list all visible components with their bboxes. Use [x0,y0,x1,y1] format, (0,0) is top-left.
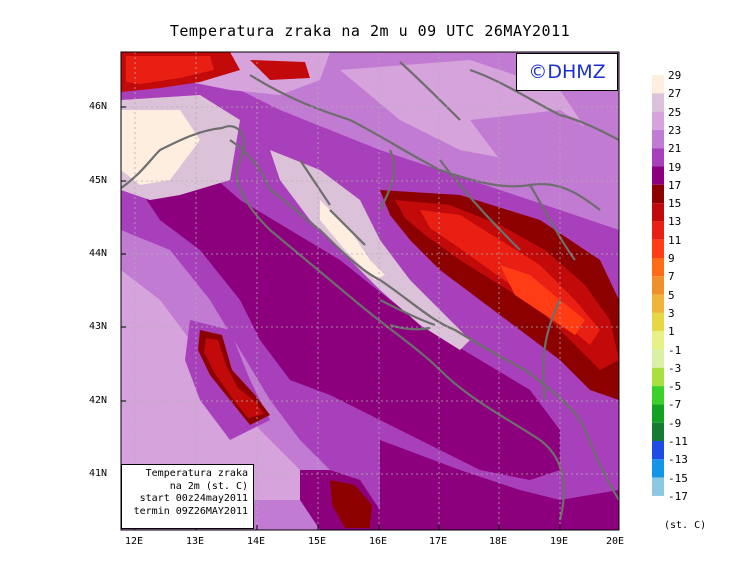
legend-swatch [652,221,664,240]
legend-level-label: -17 [668,489,688,503]
legend-level-label: 25 [668,105,682,119]
info-line: termin 09Z26MAY2011 [133,505,248,517]
legend-swatch [652,477,664,496]
lon-label: 19E [550,536,569,547]
ionian-sea [380,440,619,530]
legend-level-label: 1 [668,325,675,339]
info-line: na 2m (st. C) [169,480,248,492]
map-title: Temperatura zraka na 2m u 09 UTC 26MAY20… [169,22,571,40]
legend-level-label: 17 [668,178,682,192]
legend-level-label: 13 [668,215,682,229]
adriatic-sea [140,165,560,480]
islands [299,159,436,331]
dinaric-hot [395,200,619,370]
legend-swatch [652,312,664,332]
legend-level-label: 23 [668,123,682,137]
legend-swatch [652,294,664,313]
croatia-coast [229,139,619,501]
legend-colorbar [652,75,664,496]
lon-label: 13E [186,536,205,547]
legend-level-label: 11 [668,233,682,247]
lat-label: 42N [89,395,108,406]
legend-swatch [652,441,664,460]
legend-level-label: 9 [668,252,675,265]
info-line: Temperatura zraka [145,468,248,479]
legend-level-label: -7 [668,398,682,412]
alps-hot2 [250,60,310,80]
legend-swatch [652,258,664,277]
legend-swatch [652,111,664,130]
info-line: start 00z24may2011 [139,493,248,504]
map-frame [120,51,620,531]
legend-swatch [652,404,664,423]
copyright-label: ©DHMZ [516,53,618,91]
legend-level-label: -5 [668,380,682,394]
pannonian [470,110,619,200]
legend-level-label: -11 [668,435,688,448]
lon-label: 12E [125,536,144,547]
legend-level-label: -13 [668,453,688,467]
legend-level-label: 21 [668,142,682,156]
info-box: Temperatura zraka na 2m (st. C) start 00… [121,464,254,529]
lat-label: 43N [89,321,108,332]
alps-hotter [126,56,214,84]
legend-level-label: 29 [668,69,682,82]
lon-label: 18E [489,536,508,547]
legend-swatch [652,276,664,295]
lon-label: 16E [369,536,388,547]
italy-hot [204,338,264,418]
lat-label: 45N [89,175,108,186]
dalmatia-warm [320,200,385,280]
legend-level-label: 27 [668,87,682,101]
legend-swatch [652,386,664,405]
legend-swatch [652,148,664,167]
legend-level-label: -15 [668,471,688,485]
lat-label: 41N [89,468,108,479]
lon-label: 15E [308,536,327,547]
legend-level-label: 19 [668,160,682,174]
borders [249,61,619,401]
legend-level-label: 3 [668,306,675,320]
legend-unit: (st. C) [664,520,707,531]
italy-south-hot [330,480,372,528]
legend-level-label: 15 [668,197,682,211]
lat-label: 44N [89,248,108,259]
legend-swatch [652,93,664,112]
legend-level-label: 5 [668,288,675,302]
legend-swatch [652,184,664,204]
legend-swatch [652,367,664,387]
legend-swatch [652,129,664,149]
italy-coast [121,125,565,521]
legend-level-label: -9 [668,416,682,430]
lat-label: 46N [89,101,108,112]
dinaric-hottest [500,265,585,335]
lon-label: 20E [606,536,625,547]
legend-swatch [652,459,664,478]
po-warm [121,110,200,185]
legend-level-label: 7 [668,270,675,284]
legend-swatch [652,422,664,441]
legend-swatch [652,75,664,94]
legend-swatch [652,203,664,222]
lon-label: 14E [247,536,266,547]
legend-level-label: -3 [668,361,682,375]
legend-level-label: -1 [668,343,682,357]
legend-swatch [652,331,664,350]
legend-swatch [652,239,664,258]
lon-label: 17E [429,536,448,547]
legend-swatch [652,166,664,185]
legend-swatch [652,349,664,368]
